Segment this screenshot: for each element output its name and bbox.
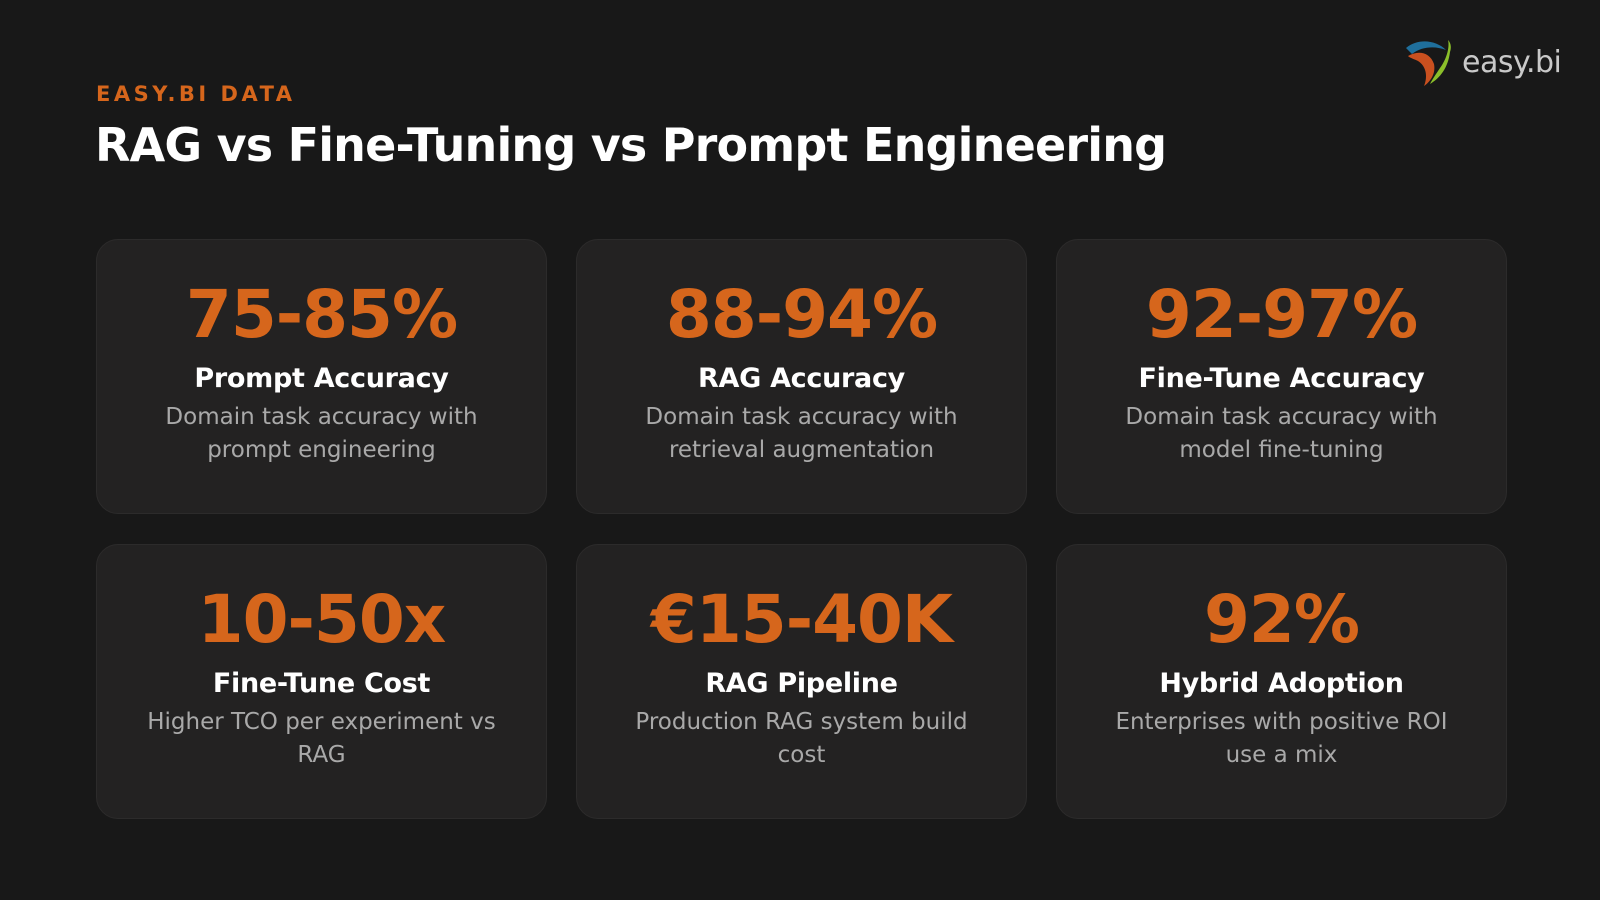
stat-label: RAG Accuracy <box>698 363 905 394</box>
stat-value: 75-85% <box>185 276 458 353</box>
stat-description: Domain task accuracy with retrieval augm… <box>645 404 958 463</box>
stats-grid: 75-85% Prompt Accuracy Domain task accur… <box>96 239 1507 819</box>
stat-description: Domain task accuracy with prompt enginee… <box>165 404 478 463</box>
logo-text: easy.bi <box>1462 44 1562 80</box>
stat-description: Production RAG system build cost <box>635 709 968 768</box>
stat-label: Fine-Tune Cost <box>212 668 431 699</box>
brand-logo: easy.bi <box>1400 34 1562 90</box>
stat-value: 92-97% <box>1145 276 1418 353</box>
stat-description: Domain task accuracy with model fine-tun… <box>1125 404 1438 463</box>
stat-label: Hybrid Adoption <box>1159 668 1404 699</box>
stat-value: 92% <box>1204 581 1360 658</box>
stat-card-rag-pipeline: €15-40K RAG Pipeline Production RAG syst… <box>576 544 1027 819</box>
stat-card-fine-tune-accuracy: 92-97% Fine-Tune Accuracy Domain task ac… <box>1056 239 1507 514</box>
stat-card-prompt-accuracy: 75-85% Prompt Accuracy Domain task accur… <box>96 239 547 514</box>
stat-label: RAG Pipeline <box>705 668 898 699</box>
easybi-swoosh-icon <box>1406 40 1451 86</box>
stat-label: Prompt Accuracy <box>194 363 449 394</box>
stat-value: €15-40K <box>650 581 953 658</box>
stat-card-fine-tune-cost: 10-50x Fine-Tune Cost Higher TCO per exp… <box>96 544 547 819</box>
stat-card-rag-accuracy: 88-94% RAG Accuracy Domain task accuracy… <box>576 239 1027 514</box>
section-eyebrow: EASY.BI DATA <box>96 82 296 106</box>
stat-card-hybrid-adoption: 92% Hybrid Adoption Enterprises with pos… <box>1056 544 1507 819</box>
stat-label: Fine-Tune Accuracy <box>1138 363 1425 394</box>
stat-value: 88-94% <box>665 276 938 353</box>
stat-value: 10-50x <box>197 581 447 658</box>
page-title: RAG vs Fine-Tuning vs Prompt Engineering <box>95 118 1167 172</box>
stat-description: Enterprises with positive ROI use a mix <box>1115 709 1448 768</box>
stat-description: Higher TCO per experiment vs RAG <box>147 709 496 768</box>
